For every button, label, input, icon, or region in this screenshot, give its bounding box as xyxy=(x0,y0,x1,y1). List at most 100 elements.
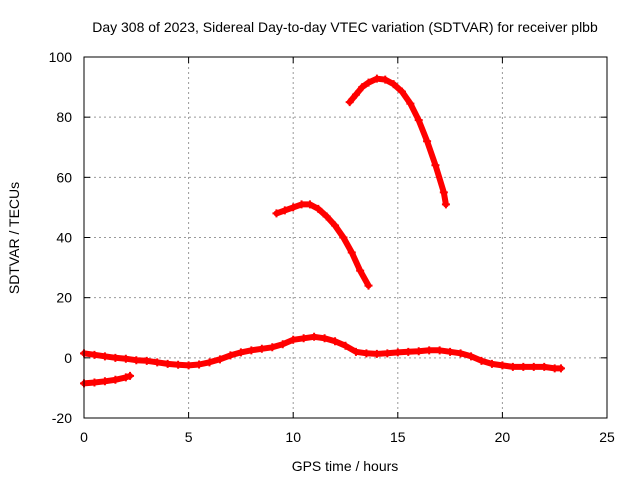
data-point xyxy=(226,351,235,360)
x-tick-label: 5 xyxy=(185,429,193,445)
y-axis-label: SDTVAR / TECUs xyxy=(6,182,22,294)
data-point xyxy=(100,377,109,386)
data-point xyxy=(320,334,329,343)
data-point xyxy=(299,334,308,343)
data-point xyxy=(90,350,99,359)
data-point xyxy=(439,188,448,197)
data-point xyxy=(456,349,465,358)
data-point xyxy=(477,356,486,365)
data-point xyxy=(362,349,371,358)
data-point xyxy=(498,361,507,370)
x-tick-label: 0 xyxy=(80,429,88,445)
data-point xyxy=(423,137,432,146)
data-point xyxy=(351,347,360,356)
data-point xyxy=(247,346,256,355)
data-point xyxy=(364,78,373,87)
data-point xyxy=(305,200,314,209)
data-point xyxy=(381,75,390,84)
chart-title: Day 308 of 2023, Sidereal Day-to-day VTE… xyxy=(92,19,598,35)
data-point xyxy=(372,349,381,358)
x-tick-label: 15 xyxy=(390,429,406,445)
data-point xyxy=(163,359,172,368)
data-point xyxy=(297,200,306,209)
data-point xyxy=(404,347,413,356)
data-point xyxy=(389,80,398,89)
y-tick-label: 80 xyxy=(56,109,72,125)
data-point xyxy=(372,74,381,83)
data-point xyxy=(331,221,340,230)
data-point xyxy=(339,233,348,242)
y-tick-label: 0 xyxy=(64,350,72,366)
data-point xyxy=(268,343,277,352)
series-baseline xyxy=(80,332,565,373)
data-point xyxy=(215,355,224,364)
data-point xyxy=(397,87,406,96)
y-tick-label: -20 xyxy=(52,410,72,426)
data-point xyxy=(508,362,517,371)
data-point xyxy=(431,161,440,170)
data-point xyxy=(278,340,287,349)
x-tick-label: 10 xyxy=(285,429,301,445)
data-point xyxy=(467,352,476,361)
x-tick-labels: 0 5 10 15 20 25 xyxy=(80,429,615,445)
data-point xyxy=(121,354,130,363)
data-point xyxy=(383,349,392,358)
data-point xyxy=(414,116,423,125)
y-tick-labels: -20 0 20 40 60 80 100 xyxy=(49,49,73,426)
data-point xyxy=(358,83,367,92)
data-point xyxy=(406,99,415,108)
data-point xyxy=(195,360,204,369)
data-point xyxy=(487,359,496,368)
data-point xyxy=(414,347,423,356)
y-tick-label: 40 xyxy=(56,230,72,246)
data-point xyxy=(90,378,99,387)
data-point xyxy=(314,204,323,213)
x-tick-label: 25 xyxy=(599,429,615,445)
series-hump-1 xyxy=(272,200,373,290)
data-point xyxy=(393,348,402,357)
y-tick-label: 20 xyxy=(56,290,72,306)
data-point xyxy=(126,371,135,380)
data-point xyxy=(331,337,340,346)
data-series xyxy=(80,74,565,388)
x-axis-label: GPS time / hours xyxy=(292,458,399,474)
data-point xyxy=(322,212,331,221)
data-point xyxy=(519,362,528,371)
data-point xyxy=(142,356,151,365)
data-point xyxy=(289,203,298,212)
data-point xyxy=(289,335,298,344)
data-point xyxy=(347,248,356,257)
data-point xyxy=(529,362,538,371)
data-point xyxy=(153,358,162,367)
data-point xyxy=(356,266,365,275)
data-point xyxy=(121,373,130,382)
data-point xyxy=(310,332,319,341)
series-hump-2 xyxy=(345,74,450,209)
data-point xyxy=(257,344,266,353)
data-point xyxy=(100,352,109,361)
data-point xyxy=(351,90,360,99)
axis-ticks xyxy=(83,56,608,419)
data-point xyxy=(132,356,141,365)
data-point xyxy=(111,375,120,384)
data-point xyxy=(540,362,549,371)
data-point xyxy=(341,341,350,350)
data-point xyxy=(441,200,450,209)
data-point xyxy=(111,353,120,362)
data-point xyxy=(174,360,183,369)
data-point xyxy=(556,364,565,373)
x-tick-label: 20 xyxy=(495,429,511,445)
data-point xyxy=(272,209,281,218)
y-tick-label: 60 xyxy=(56,169,72,185)
data-point xyxy=(184,361,193,370)
data-point xyxy=(425,346,434,355)
data-point xyxy=(364,281,373,290)
y-tick-label: 100 xyxy=(49,49,73,65)
data-point xyxy=(345,98,354,107)
data-point xyxy=(236,348,245,357)
data-point xyxy=(280,206,289,215)
data-point xyxy=(446,347,455,356)
data-point xyxy=(205,358,214,367)
